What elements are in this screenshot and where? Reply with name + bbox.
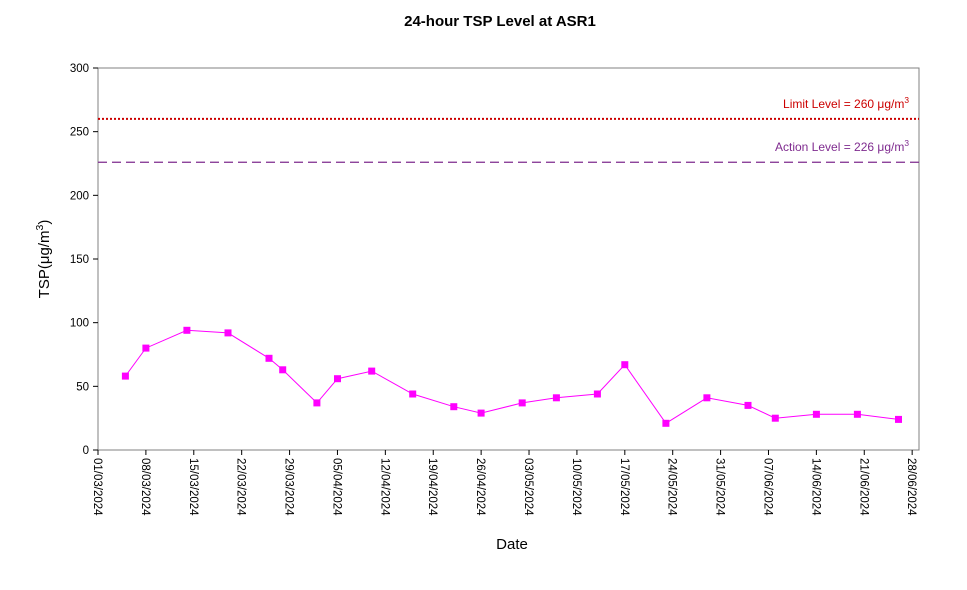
limit-level-label: Limit Level = 260 μg/m3: [783, 95, 909, 111]
x-tick-label: 15/03/2024: [187, 458, 199, 516]
x-tick-label: 14/06/2024: [809, 458, 821, 516]
x-tick-label: 03/05/2024: [522, 458, 534, 516]
action-level-label: Action Level = 226 μg/m3: [775, 138, 909, 154]
x-tick-label: 19/04/2024: [426, 458, 438, 516]
reference-lines: Limit Level = 260 μg/m3 Action Level = 22…: [98, 95, 919, 163]
x-tick-label: 10/05/2024: [570, 458, 582, 516]
tsp-data-point: [183, 326, 191, 334]
x-tick-label: 22/03/2024: [235, 458, 247, 516]
y-tick-label: 100: [70, 318, 89, 330]
x-tick-label: 05/04/2024: [330, 458, 342, 516]
tsp-data-point: [812, 410, 820, 418]
tsp-data-point: [853, 410, 861, 418]
tsp-data-point: [121, 372, 129, 380]
tsp-data-point: [142, 344, 150, 352]
y-axis: 0 50 100 150 200 250 300: [70, 63, 98, 457]
x-tick-label: 12/04/2024: [378, 458, 390, 516]
tsp-data-point: [368, 367, 376, 375]
tsp-data-point: [621, 361, 629, 369]
x-tick-label: 31/05/2024: [714, 458, 726, 516]
tsp-data-point: [265, 354, 273, 362]
x-tick-label: 26/04/2024: [474, 458, 486, 516]
x-tick-label: 17/05/2024: [618, 458, 630, 516]
y-tick-label: 300: [70, 63, 89, 75]
tsp-data-point: [744, 401, 752, 409]
tsp-data-point: [552, 394, 560, 402]
tsp-data-point: [662, 419, 670, 427]
x-tick-label: 24/05/2024: [666, 458, 678, 516]
x-tick-label: 07/06/2024: [761, 458, 773, 516]
y-tick-label: 50: [76, 381, 89, 393]
x-tick-label: 28/06/2024: [905, 458, 917, 516]
tsp-data-point: [450, 403, 458, 411]
x-tick-label: 01/03/2024: [91, 458, 103, 516]
y-tick-label: 150: [70, 254, 89, 266]
x-tick-label: 21/06/2024: [857, 458, 869, 516]
chart-title: 24-hour TSP Level at ASR1: [404, 13, 596, 30]
y-tick-label: 200: [70, 190, 89, 202]
y-tick-label: 0: [83, 445, 89, 457]
x-axis: 01/03/2024 08/03/2024 15/03/2024 22/03/2024…: [91, 450, 917, 516]
y-tick-label: 250: [70, 127, 89, 139]
x-axis-title: Date: [496, 536, 528, 553]
tsp-data-point: [313, 399, 321, 407]
x-tick-label: 08/03/2024: [139, 458, 151, 516]
tsp-data-point: [334, 375, 341, 383]
tsp-data-point: [477, 409, 485, 417]
tsp-data-point: [771, 414, 779, 422]
plot-area: [97, 67, 920, 451]
tsp-data-point: [279, 366, 287, 374]
y-axis-title: TSP(μg/m3): [34, 220, 53, 299]
series-layer: [121, 326, 902, 427]
tsp-data-point: [593, 390, 601, 398]
tsp-data-point: [895, 415, 902, 423]
tsp-data-point: [224, 329, 232, 337]
tsp-data-point: [703, 394, 711, 402]
tsp-data-point: [409, 390, 417, 398]
tsp-data-point: [518, 399, 526, 407]
x-tick-label: 29/03/2024: [283, 458, 295, 516]
